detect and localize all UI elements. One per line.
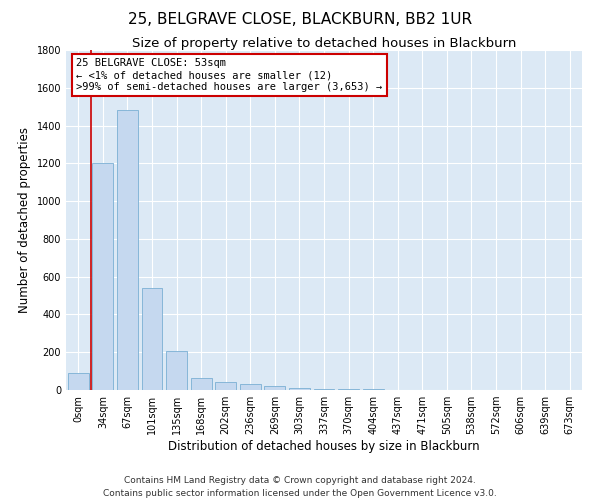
Bar (265, 386, 286, 390)
Bar (338, 389, 359, 390)
Bar (142, 288, 163, 390)
X-axis label: Distribution of detached houses by size in Blackburn: Distribution of detached houses by size … (168, 440, 480, 453)
Bar (314, 389, 334, 390)
Bar (215, 382, 236, 390)
Bar (92, 164, 113, 390)
Bar (117, 110, 138, 390)
Bar (191, 378, 212, 390)
Bar (166, 352, 187, 390)
Bar (240, 384, 261, 390)
Bar (289, 388, 310, 390)
Bar (68, 373, 89, 390)
Title: Size of property relative to detached houses in Blackburn: Size of property relative to detached ho… (132, 37, 516, 50)
Text: 25, BELGRAVE CLOSE, BLACKBURN, BB2 1UR: 25, BELGRAVE CLOSE, BLACKBURN, BB2 1UR (128, 12, 472, 28)
Text: 25 BELGRAVE CLOSE: 53sqm
← <1% of detached houses are smaller (12)
>99% of semi-: 25 BELGRAVE CLOSE: 53sqm ← <1% of detach… (76, 58, 383, 92)
Y-axis label: Number of detached properties: Number of detached properties (18, 127, 31, 313)
Text: Contains HM Land Registry data © Crown copyright and database right 2024.
Contai: Contains HM Land Registry data © Crown c… (103, 476, 497, 498)
